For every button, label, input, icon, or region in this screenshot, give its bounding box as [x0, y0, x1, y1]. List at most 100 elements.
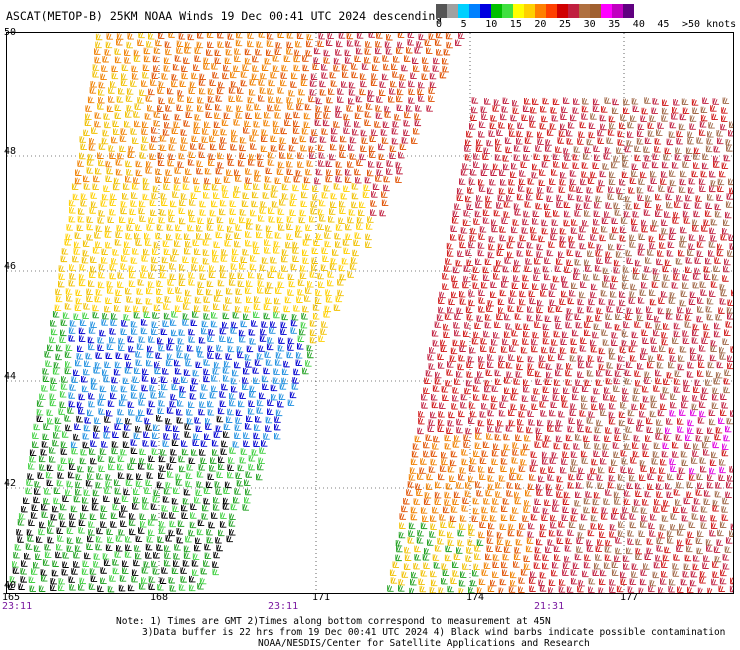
wind-barb — [491, 395, 498, 403]
wind-barb — [432, 65, 440, 72]
wind-barb — [407, 536, 415, 544]
wind-barb — [151, 126, 158, 134]
wind-barb — [220, 128, 228, 136]
wind-barb — [633, 387, 641, 395]
wind-barb — [185, 168, 192, 175]
wind-barb — [582, 219, 589, 227]
wind-barb — [146, 224, 153, 231]
wind-barb — [105, 160, 113, 168]
wind-barb — [699, 185, 706, 192]
wind-barb — [672, 217, 679, 224]
wind-barb — [248, 88, 256, 96]
wind-barb — [161, 512, 168, 519]
wind-barb — [260, 200, 267, 208]
wind-barb — [180, 567, 187, 574]
wind-barb — [215, 352, 222, 360]
wind-barb — [317, 208, 325, 216]
wind-barb — [669, 291, 677, 299]
wind-barb — [689, 347, 697, 354]
wind-barb — [646, 538, 654, 545]
wind-barb — [88, 327, 96, 334]
wind-barb — [225, 48, 233, 56]
wind-barb — [582, 570, 589, 578]
wind-barb — [578, 467, 585, 475]
wind-barb — [458, 410, 465, 418]
wind-barb — [82, 496, 89, 504]
wind-barb — [508, 130, 516, 137]
wind-barb — [637, 123, 645, 131]
wind-barb — [620, 449, 628, 457]
wind-barb — [36, 400, 44, 407]
wind-barb — [650, 401, 658, 409]
wind-barb — [58, 577, 66, 585]
wind-barb — [647, 483, 654, 491]
wind-barb — [386, 168, 393, 175]
wind-barb — [627, 121, 634, 129]
wind-barb — [584, 379, 592, 386]
wind-barb — [229, 528, 236, 536]
wind-barb — [421, 73, 429, 80]
wind-barb — [587, 355, 595, 362]
wind-barb — [178, 152, 186, 160]
wind-barb — [152, 55, 160, 63]
wind-barb — [118, 584, 126, 592]
wind-barb — [456, 547, 463, 554]
wind-barb — [346, 39, 354, 47]
wind-barb — [319, 214, 326, 222]
wind-barb — [524, 265, 531, 272]
wind-barb — [199, 264, 206, 272]
wind-barb — [293, 304, 300, 312]
wind-barb — [193, 177, 200, 185]
wind-barb — [302, 367, 309, 375]
wind-barb — [583, 202, 591, 209]
wind-barb — [411, 137, 418, 144]
wind-barb — [335, 168, 343, 176]
wind-barb — [456, 194, 464, 201]
wind-barb — [167, 159, 174, 167]
wind-barb — [700, 170, 708, 178]
wind-barb — [277, 400, 284, 408]
wind-barb — [189, 392, 197, 400]
wind-barb — [724, 258, 731, 266]
wind-barb — [268, 96, 275, 103]
wind-barb — [29, 585, 36, 592]
wind-barb — [362, 191, 370, 198]
wind-barb — [263, 433, 270, 440]
wind-barb — [447, 361, 454, 368]
wind-barb — [655, 377, 662, 385]
wind-barb — [635, 553, 642, 561]
wind-barb — [478, 355, 485, 363]
wind-barb — [544, 315, 552, 322]
wind-barb — [552, 153, 560, 161]
wind-barb — [27, 473, 34, 480]
wind-barb — [179, 391, 186, 398]
wind-barb — [498, 361, 505, 369]
wind-barb — [692, 323, 700, 331]
wind-barb — [619, 299, 626, 307]
wind-barb — [686, 307, 693, 315]
wind-barb — [127, 151, 135, 159]
wind-barb — [679, 523, 686, 531]
wind-barb — [138, 200, 146, 208]
wind-barb — [677, 306, 684, 314]
wind-barb — [644, 201, 652, 209]
wind-barb — [66, 294, 73, 302]
wind-barb — [471, 515, 479, 522]
wind-barb — [228, 95, 236, 103]
wind-barb — [47, 417, 54, 425]
wind-barb — [103, 113, 110, 120]
wind-barb — [646, 313, 654, 320]
wind-barb — [458, 579, 466, 587]
wind-barb — [611, 107, 619, 115]
wind-barb — [108, 87, 115, 94]
wind-barb — [705, 305, 713, 313]
wind-barb — [721, 107, 728, 114]
wind-barb — [661, 107, 669, 115]
wind-barb — [561, 401, 569, 408]
wind-barb — [370, 200, 377, 207]
wind-barb — [500, 457, 508, 465]
wind-barb — [361, 63, 369, 70]
wind-barb — [415, 483, 422, 490]
wind-barb — [448, 411, 455, 419]
wind-barb — [644, 377, 651, 384]
